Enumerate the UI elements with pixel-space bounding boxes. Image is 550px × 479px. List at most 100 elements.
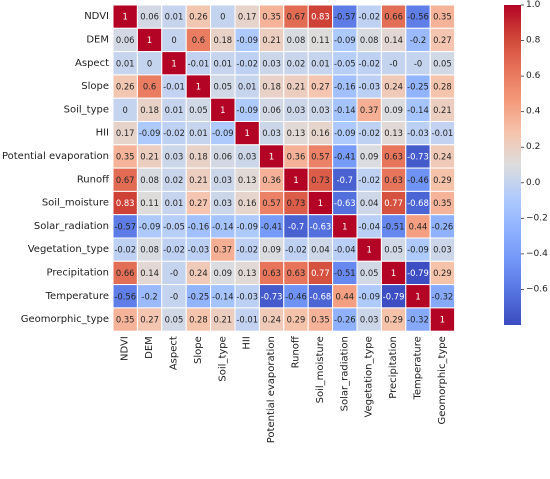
cell-value-label: 0.24 bbox=[433, 151, 452, 161]
cell-value-label: 0.14 bbox=[140, 268, 159, 278]
x-tick-label: Soil_moisture bbox=[315, 336, 326, 403]
cell-value-label: -0.41 bbox=[261, 221, 283, 231]
cell-value-label: -0.09 bbox=[139, 128, 161, 138]
cell-value-label: -0.02 bbox=[358, 12, 380, 22]
cell-value-label: 0.03 bbox=[165, 151, 184, 161]
y-tick-label: Soil_type bbox=[64, 104, 109, 115]
y-tick-label: Slope bbox=[81, 81, 109, 92]
cell-value-label: 0.35 bbox=[262, 12, 281, 22]
x-tick-label: NDVI bbox=[120, 336, 131, 361]
x-tick-label: Temperature bbox=[413, 336, 424, 400]
y-tick-label: Vegetation_type bbox=[28, 244, 109, 255]
x-tick-label: Geomorphic_type bbox=[437, 336, 448, 424]
cell-value-label: -0.46 bbox=[407, 175, 429, 185]
y-tick-label: NDVI bbox=[84, 11, 109, 22]
cell-value-label: -0.57 bbox=[114, 221, 136, 231]
cell-value-label: 0.08 bbox=[140, 245, 159, 255]
cell-value-label: 0.09 bbox=[384, 105, 403, 115]
cell-value-label: 0.05 bbox=[189, 105, 208, 115]
cell-value-label: -0.03 bbox=[358, 82, 380, 92]
cell-value-label: -0.73 bbox=[261, 291, 283, 301]
cell-value-label: -0.09 bbox=[358, 291, 380, 301]
cell-value-label: 0.05 bbox=[213, 82, 232, 92]
cell-value-label: 0.05 bbox=[433, 58, 452, 68]
cell-value-label: -0.14 bbox=[212, 291, 234, 301]
cell-value-label: 1 bbox=[147, 35, 152, 45]
cell-value-label: -0.2 bbox=[410, 35, 426, 45]
cell-value-label: 0.11 bbox=[140, 198, 159, 208]
cell-value-label: 0.73 bbox=[311, 175, 330, 185]
heatmap-cell bbox=[429, 307, 456, 332]
cell-value-label: 0.21 bbox=[433, 105, 452, 115]
cell-value-label: -0 bbox=[389, 58, 397, 68]
cell-value-label: 1 bbox=[440, 315, 445, 325]
cell-value-label: -0.16 bbox=[334, 82, 356, 92]
cell-value-label: 0.63 bbox=[384, 175, 403, 185]
cell-value-label: 0.03 bbox=[360, 315, 379, 325]
cell-value-label: 0.01 bbox=[213, 58, 232, 68]
cell-value-label: -0.26 bbox=[334, 315, 356, 325]
cell-value-label: 0.03 bbox=[238, 151, 257, 161]
cell-value-label: -0.01 bbox=[432, 128, 454, 138]
y-tick-label: HII bbox=[96, 128, 109, 139]
cell-value-label: 0.18 bbox=[140, 105, 159, 115]
cell-value-label: -0.02 bbox=[236, 58, 258, 68]
cell-value-label: -0.09 bbox=[236, 221, 258, 231]
cell-value-label: 0.03 bbox=[213, 198, 232, 208]
x-axis-tick-labels: NDVI DEM Aspect Slope Soil_type HII Potential … bbox=[120, 335, 448, 443]
cell-value-label: 1 bbox=[245, 128, 250, 138]
cell-value-label: 0.09 bbox=[360, 151, 379, 161]
colorbar-gradient bbox=[504, 5, 521, 325]
y-axis-tick-labels: NDVI DEM Aspect Slope Soil_type HII Potential … bbox=[2, 11, 110, 325]
cell-value-label: 0.77 bbox=[311, 268, 330, 278]
cell-value-label: -0.68 bbox=[407, 198, 429, 208]
cell-value-label: 0.28 bbox=[189, 315, 208, 325]
y-tick-label: Aspect bbox=[75, 58, 109, 69]
cell-value-label: 1 bbox=[415, 291, 420, 301]
cell-value-label: -0.02 bbox=[163, 128, 185, 138]
cell-value-label: -0.09 bbox=[407, 245, 429, 255]
cell-value-label: 0.04 bbox=[360, 198, 379, 208]
cell-value-label: 0.6 bbox=[143, 82, 156, 92]
cell-value-label: 0.01 bbox=[311, 58, 330, 68]
x-tick-label: Vegetation_type bbox=[364, 336, 375, 417]
y-tick-label: DEM bbox=[86, 34, 109, 45]
cell-value-label: 0.06 bbox=[213, 151, 232, 161]
cell-value-label: 0.27 bbox=[140, 315, 159, 325]
cell-value-label: -0.7 bbox=[337, 175, 353, 185]
cell-value-label: 0.16 bbox=[238, 198, 257, 208]
cell-value-label: -0.2 bbox=[141, 291, 157, 301]
cell-value-label: 0.09 bbox=[262, 245, 281, 255]
cell-value-label: -0.02 bbox=[358, 128, 380, 138]
cell-value-label: 0.36 bbox=[262, 175, 281, 185]
cell-value-label: 1 bbox=[342, 221, 347, 231]
y-tick-label: Geomorphic_type bbox=[21, 314, 109, 325]
cell-value-label: -0.56 bbox=[407, 12, 429, 22]
cell-value-label: 1 bbox=[293, 175, 298, 185]
cell-value-label: 0.06 bbox=[116, 35, 135, 45]
cell-value-label: 0.21 bbox=[287, 82, 306, 92]
cell-value-label: 0.03 bbox=[262, 58, 281, 68]
cell-value-label: 0.83 bbox=[311, 12, 330, 22]
cell-value-label: 0.03 bbox=[213, 175, 232, 185]
cell-value-label: -0.46 bbox=[285, 291, 307, 301]
colorbar: 1.0 0.8 0.6 0.4 0.2 0.0 −0.2 −0.4 −0.6 bbox=[504, 0, 548, 325]
cell-value-label: 0.21 bbox=[189, 175, 208, 185]
cell-value-label: 0.13 bbox=[287, 128, 306, 138]
cell-value-label: 0.66 bbox=[116, 268, 135, 278]
cell-value-label: 0 bbox=[171, 35, 176, 45]
cell-value-label: 0.21 bbox=[140, 151, 159, 161]
cell-value-label: -0.01 bbox=[188, 58, 210, 68]
cell-value-label: 1 bbox=[220, 105, 225, 115]
x-tick-label: DEM bbox=[144, 336, 155, 359]
cell-value-label: 0.01 bbox=[238, 82, 257, 92]
cell-value-label: 0.06 bbox=[140, 12, 159, 22]
cell-value-label: -0.32 bbox=[432, 291, 454, 301]
x-tick-label: Precipitation bbox=[388, 336, 399, 399]
cell-value-label: 0.03 bbox=[433, 245, 452, 255]
cell-value-label: 0.35 bbox=[433, 12, 452, 22]
cell-value-label: -0.73 bbox=[407, 151, 429, 161]
cell-value-label: -0.09 bbox=[334, 35, 356, 45]
cell-value-label: -0.03 bbox=[236, 291, 258, 301]
cell-value-label: -0.02 bbox=[285, 245, 307, 255]
